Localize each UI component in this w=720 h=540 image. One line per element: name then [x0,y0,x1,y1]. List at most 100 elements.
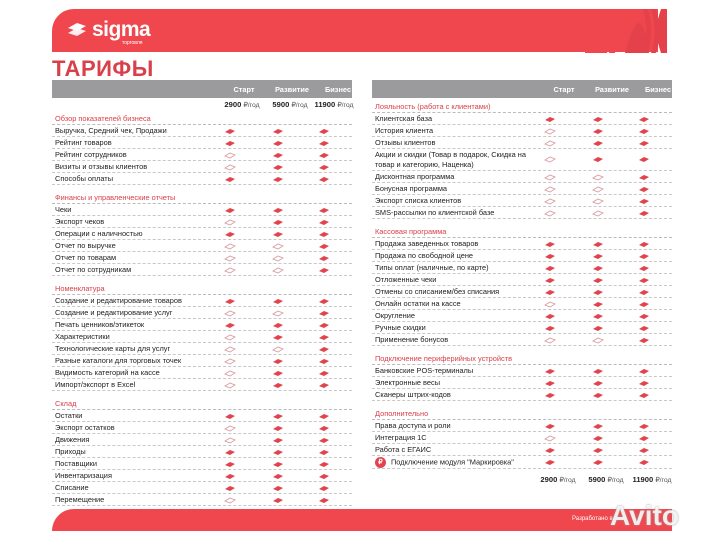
included-mark-icon [545,381,555,386]
feature-row: Отзывы клиентов [372,137,672,149]
feature-row: Создание и редактирование услуг [52,307,352,319]
included-mark-icon [593,314,603,319]
included-mark-icon [593,369,603,374]
section: Номенклатура Создание и редактирование то… [52,283,352,391]
included-mark-icon [273,383,283,388]
feature-row: История клиента [372,125,672,137]
included-mark-icon [225,208,235,213]
feature-row: Импорт/экспорт в Excel [52,379,352,391]
feature-label: Ручные скидки [375,323,545,333]
feature-text: Экспорт чеков [55,217,105,226]
feature-text: Экспорт списка клиентов [375,196,462,205]
feature-label: Отчет по товарам [55,253,225,263]
feature-label: Остатки [55,411,225,421]
included-mark-icon [319,371,329,376]
feature-text: Операции с наличностью [55,229,143,238]
feature-label: Создание и редактирование услуг [55,308,225,318]
feature-text: Электронные весы [375,378,441,387]
included-mark-icon [225,232,235,237]
feature-row: Акции и скидки (Товар в подарок, Скидка … [372,149,672,171]
feature-row: Интеграция 1С [372,432,672,444]
feature-text: Рейтинг товаров [55,138,112,147]
included-mark-icon [273,129,283,134]
price-start: 2900 [224,100,242,109]
included-mark-icon [639,242,649,247]
feature-text: Подключение модуля "Маркировка" [391,457,514,467]
included-mark-icon [225,486,235,491]
feature-row: Дисконтная программа [372,171,672,183]
included-mark-icon [545,254,555,259]
feature-label: Электронные весы [375,378,545,388]
feature-text: Акции и скидки (Товар в подарок, Скидка … [375,150,526,169]
feature-text: SMS-рассылки по клиентской базе [375,208,495,217]
not-included-mark-icon [592,174,604,181]
feature-label: История клиента [375,126,545,136]
not-included-mark-icon [224,358,236,365]
feature-text: Отзывы клиентов [375,138,436,147]
not-included-mark-icon [272,255,284,262]
feature-text: Работа с ЕГАИС [375,445,432,454]
price-unit: ₽/год [607,477,624,484]
feature-label: Интеграция 1С [375,433,545,443]
feature-text: Характеристики [55,332,110,341]
brand-name: sigma [92,18,151,41]
price-unit: ₽/год [291,102,308,109]
included-mark-icon [273,153,283,158]
included-mark-icon [319,220,329,225]
plan-start: Старт [233,85,255,94]
feature-label: Приходы [55,447,225,457]
feature-text: Создание и редактирование услуг [55,308,173,317]
plan-razvitie: Развитие [594,85,630,94]
included-mark-icon [225,450,235,455]
included-mark-icon [639,278,649,283]
feature-row: Отчет по товарам [52,252,352,264]
included-mark-icon [225,462,235,467]
feature-row: Типы оплат (наличные, по карте) [372,262,672,274]
included-mark-icon [273,486,283,491]
feature-text: Округление [375,311,415,320]
included-mark-icon [639,448,649,453]
feature-text: Права доступа и роли [375,421,451,430]
feature-label: Округление [375,311,545,321]
included-mark-icon [593,117,603,122]
feature-text: Создание и редактирование товаров [55,296,182,305]
section-title: Номенклатура [52,283,352,295]
section-title: Склад [52,398,352,410]
included-mark-icon [639,129,649,134]
included-mark-icon [639,211,649,216]
feature-row: ₽ Подключение модуля "Маркировка" [372,456,672,469]
included-mark-icon [639,326,649,331]
included-mark-icon [593,381,603,386]
included-mark-icon [639,393,649,398]
feature-row: Экспорт остатков [52,422,352,434]
included-mark-icon [273,438,283,443]
developed-by: Разработано в [572,516,613,522]
feature-text: Отчет по товарам [55,253,117,262]
section: Лояльность (работа с клиентами) Клиентска… [372,101,672,219]
feature-label: Отложенные чеки [375,275,545,285]
feature-row: Операции с наличностью [52,228,352,240]
included-mark-icon [225,474,235,479]
sigma-logo: sigma торговля [66,18,151,46]
left-tariff-table: Старт Развитие Бизнес 2900 ₽/год 5900 ₽/… [52,80,353,506]
feature-label: Бонусная программа [375,184,545,194]
plans-header: Старт Развитие Бизнес [372,80,672,98]
section-title: Дополнительно [372,408,672,420]
included-mark-icon [545,117,555,122]
section-title: Кассовая программа [372,226,672,238]
feature-text: Отмены со списанием/без списания [375,287,500,296]
feature-row: Остатки [52,410,352,422]
feature-label: Характеристики [55,332,225,342]
included-mark-icon [273,474,283,479]
section-title: Подключение периферийных устройств [372,353,672,365]
included-mark-icon [639,460,649,465]
included-mark-icon [319,450,329,455]
feature-row: Отчет по выручке [52,240,352,252]
not-included-mark-icon [224,346,236,353]
not-included-mark-icon [224,152,236,159]
included-mark-icon [593,424,603,429]
feature-label: Онлайн остатки на кассе [375,299,545,309]
feature-row: Онлайн остатки на кассе [372,298,672,310]
included-mark-icon [593,242,603,247]
included-mark-icon [273,462,283,467]
